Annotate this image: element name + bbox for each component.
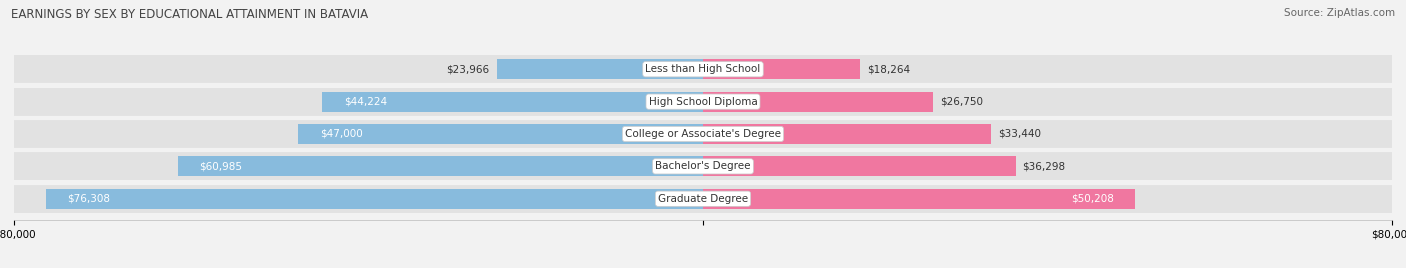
Text: $23,966: $23,966 [447, 64, 489, 74]
Text: $50,208: $50,208 [1071, 194, 1114, 204]
Bar [14, 120, 703, 148]
Bar [322, 92, 703, 112]
Text: EARNINGS BY SEX BY EDUCATIONAL ATTAINMENT IN BATAVIA: EARNINGS BY SEX BY EDUCATIONAL ATTAINMEN… [11, 8, 368, 21]
Text: High School Diploma: High School Diploma [648, 97, 758, 107]
Bar [703, 92, 934, 112]
Bar [496, 59, 703, 79]
Bar [703, 185, 1392, 213]
Bar [703, 189, 1136, 209]
Text: $36,298: $36,298 [1022, 161, 1066, 171]
Bar [703, 124, 991, 144]
Text: $26,750: $26,750 [941, 97, 983, 107]
Bar [14, 185, 703, 213]
Text: $60,985: $60,985 [200, 161, 242, 171]
Bar [703, 55, 1392, 83]
Bar [703, 59, 860, 79]
Text: $76,308: $76,308 [67, 194, 111, 204]
Text: Bachelor's Degree: Bachelor's Degree [655, 161, 751, 171]
Bar [14, 55, 703, 83]
Bar [177, 156, 703, 176]
Text: Less than High School: Less than High School [645, 64, 761, 74]
Text: Source: ZipAtlas.com: Source: ZipAtlas.com [1284, 8, 1395, 18]
Text: $18,264: $18,264 [868, 64, 910, 74]
Bar [298, 124, 703, 144]
Bar [703, 152, 1392, 180]
Bar [703, 120, 1392, 148]
Text: College or Associate's Degree: College or Associate's Degree [626, 129, 780, 139]
Bar [14, 152, 703, 180]
Bar [14, 88, 703, 116]
Bar [703, 156, 1015, 176]
Text: $44,224: $44,224 [343, 97, 387, 107]
Text: $47,000: $47,000 [319, 129, 363, 139]
Bar [703, 88, 1392, 116]
Text: Graduate Degree: Graduate Degree [658, 194, 748, 204]
Bar [46, 189, 703, 209]
Text: $33,440: $33,440 [998, 129, 1040, 139]
